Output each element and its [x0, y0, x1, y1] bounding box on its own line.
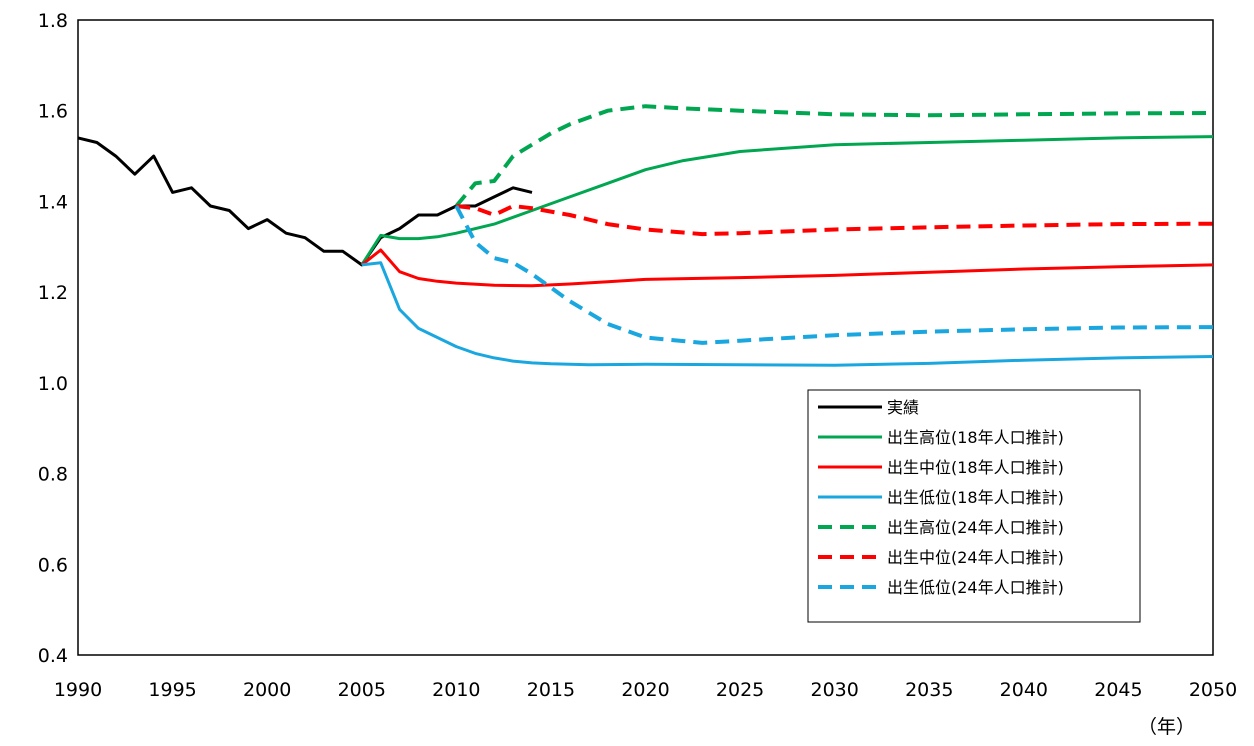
x-tick-label: 2025: [716, 679, 764, 701]
legend-label: 実績: [887, 398, 919, 417]
legend-label: 出生高位(18年人口推計): [887, 428, 1064, 447]
series-line-6: [454, 205, 1214, 345]
x-tick-label: 2035: [905, 679, 953, 701]
x-tick-label: 2030: [810, 679, 858, 701]
legend-box: [807, 389, 1141, 623]
legend-label: 出生高位(24年人口推計): [887, 518, 1064, 537]
legend-label: 出生中位(24年人口推計): [887, 548, 1064, 567]
x-tick-label: 2020: [621, 679, 669, 701]
legend-label: 出生低位(24年人口推計): [887, 578, 1064, 597]
x-tick-label: 1990: [54, 679, 102, 701]
legend-label: 出生低位(18年人口推計): [887, 488, 1064, 507]
x-tick-label: 2040: [1000, 679, 1048, 701]
series-line-5: [456, 204, 1214, 237]
y-tick-label: 0.4: [38, 645, 68, 667]
plot-frame: [77, 19, 1214, 656]
x-tick-label: 2000: [243, 679, 291, 701]
x-axis-unit-label: （年）: [1138, 716, 1195, 738]
y-tick-label: 1.6: [38, 101, 68, 123]
series-line-4: [454, 104, 1214, 208]
plot-area: [77, 19, 1214, 656]
series-line-1: [360, 135, 1214, 266]
y-tick-label: 0.8: [38, 464, 68, 486]
y-axis-ticks: 0.4 0.6 0.8 1.0 1.2 1.4 1.6 1.8: [38, 10, 68, 667]
x-tick-label: 2015: [527, 679, 575, 701]
x-tick-label: 2010: [432, 679, 480, 701]
series-line-2: [360, 248, 1214, 288]
series-line-3: [361, 261, 1214, 367]
x-tick-label: 2045: [1094, 679, 1142, 701]
x-tick-label: 2050: [1189, 679, 1237, 701]
y-tick-label: 1.4: [38, 191, 68, 213]
x-axis-ticks: 1990 1995 2000 2005 2010 2015 2020 2025 2030 2035…: [54, 679, 1237, 701]
y-tick-label: 1.2: [38, 282, 68, 304]
y-tick-label: 1.8: [38, 10, 68, 32]
y-tick-label: 0.6: [38, 554, 68, 576]
legend-label: 出生中位(18年人口推計): [887, 458, 1064, 477]
series-lines: [77, 104, 1214, 367]
x-tick-label: 2005: [338, 679, 386, 701]
series-line-0: [77, 136, 533, 267]
y-tick-label: 1.0: [38, 373, 68, 395]
x-tick-label: 1995: [148, 679, 196, 701]
